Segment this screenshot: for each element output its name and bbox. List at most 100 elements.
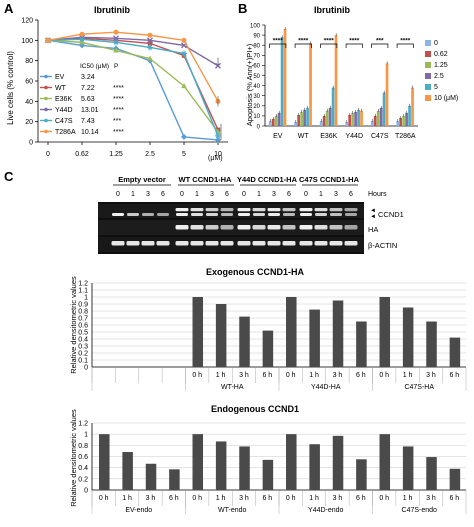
b-legend-swatch [425,51,431,57]
b-bar-ev [280,37,284,127]
band-ccnd1-endo [345,213,357,216]
blot-header-y44d: Y44D CCND1-HA [237,175,298,184]
dens-ytick-label: 0.6 [78,323,88,330]
band-ha [252,225,266,230]
band-actin [344,241,358,246]
legend-ic50: 10.14 [81,129,99,136]
b-bar-t286a [411,87,414,126]
band-ccnd1-endo [191,213,203,216]
dens-bar [402,446,414,490]
dens-hour-label: 0 h [379,372,389,379]
legend-name: C47S [55,118,73,125]
endo-chart: 0 0.2 0.4 0.6 0.8 1 1.2 0 h 1 h 3 h 6 h EV-endo 0 h 1… [78,421,467,514]
panel-b-axes: 0 10 20 30 40 50 60 70 80 90 100 EV WT E36K Y44D C47S T2… [250,23,418,140]
dens-hour-label: 1 h [216,372,226,379]
legend-name: E36K [55,96,72,103]
dens-hour-label: 3 h [239,495,249,502]
b-category-label: E36K [320,133,337,140]
legend-ic50: 3.24 [81,74,95,81]
b-legend-label: 2.5 [434,73,444,80]
band-ccnd1-exo [190,208,204,212]
legend-ic50-header: IC50 (μM) [80,63,109,70]
legend-name: Y44D [55,107,73,114]
dens-hour-label: 6 h [262,372,272,379]
legend-p: **** [113,85,124,92]
dens-bar [449,468,461,490]
dens-group-label: WT-HA [221,384,244,391]
dens-hour-label: 0 h [192,372,202,379]
dens-ytick-label: 1 [84,295,88,302]
band-ha [175,225,189,230]
b-bar-t286a [405,112,408,126]
legend-marker-wt [44,85,48,90]
b-legend-swatch [425,73,431,79]
band-ha [205,225,219,230]
dens-ytick-label: 0.7 [78,316,88,323]
band-arrow-2: ◄ [370,214,376,220]
b-category-label: Y44D [345,133,363,140]
b-legend-swatch [425,95,431,101]
panel-b-ylabel: Apoptosis (% Ann(+)PI+) [245,43,254,126]
dens-bar [192,434,204,490]
dens-ytick-label: 0.1 [78,358,88,365]
band-ccnd1-exo [329,208,343,212]
dens-hour-label: 6 h [262,495,272,502]
a-point-c47s [181,50,187,57]
panel-b-legend: 0 0.62 1.25 2.5 5 10 (μM) [425,40,458,102]
a-point-t286a [147,32,153,38]
panel-b-title: Ibrutinib [314,5,350,15]
a-point-y44d [147,37,153,44]
panel-b-bars [268,27,414,127]
dens-group-label: Y44D-HA [311,384,341,391]
b-sig-bracket [345,43,363,48]
legend-p: *** [113,118,121,125]
dens-hour-label: 6 h [449,495,459,502]
band-actin [252,241,266,246]
dens-bar [262,330,274,367]
dens-hour-label: 0 h [286,372,296,379]
a-ytick-label: 80 [25,58,33,65]
b-legend-label: 1.25 [434,62,448,69]
a-ytick-label: 100 [21,38,33,45]
panel-a-xunit: (μM) [208,155,223,162]
panel-a-title: Ibrutinib [94,5,130,15]
band-ccnd1-endo [300,213,312,216]
b-sig-label: **** [400,38,411,45]
dens-bar [379,434,391,490]
band-actin [220,241,234,246]
b-ytick-label: 20 [253,104,260,110]
b-sig-label: **** [324,38,335,45]
band-ccnd1-endo [268,213,280,216]
dens-bar [426,321,437,367]
a-point-ev [181,133,187,140]
band-ccnd1-exo [314,208,328,212]
legend-p: **** [113,107,124,114]
dens-ytick-label: 1.2 [78,421,88,428]
band-actin [329,241,343,246]
legend-ic50: 7.43 [81,118,95,125]
dens-ytick-label: 0.8 [78,309,88,316]
band-ccnd1-endo [142,213,154,216]
a-xtick-label: 5 [182,151,186,158]
b-ytick-label: 80 [253,44,260,50]
a-ytick-label: 0 [29,140,33,147]
a-xtick-label: 0 [46,151,50,158]
band-ccnd1-endo [330,213,342,216]
band-ccnd1-exo [175,208,189,212]
blot-hour-label: 6 [287,191,291,198]
b-legend-label: 10 (μM) [434,95,458,102]
dens-bar [309,309,320,367]
legend-marker-e36k [44,96,48,101]
dens-hour-label: 6 h [169,495,179,502]
dens-bar [426,457,437,490]
b-ytick-label: 100 [250,23,261,29]
dens-ytick-label: 0.5 [78,330,88,337]
b-ytick-label: 50 [253,74,260,80]
b-legend-label: 0.62 [434,51,448,58]
legend-ic50: 13.01 [81,107,99,114]
legend-p: **** [113,96,124,103]
b-bar-t286a [408,105,411,126]
b-ytick-label: 30 [253,94,260,100]
b-bar-y44d [345,121,348,126]
